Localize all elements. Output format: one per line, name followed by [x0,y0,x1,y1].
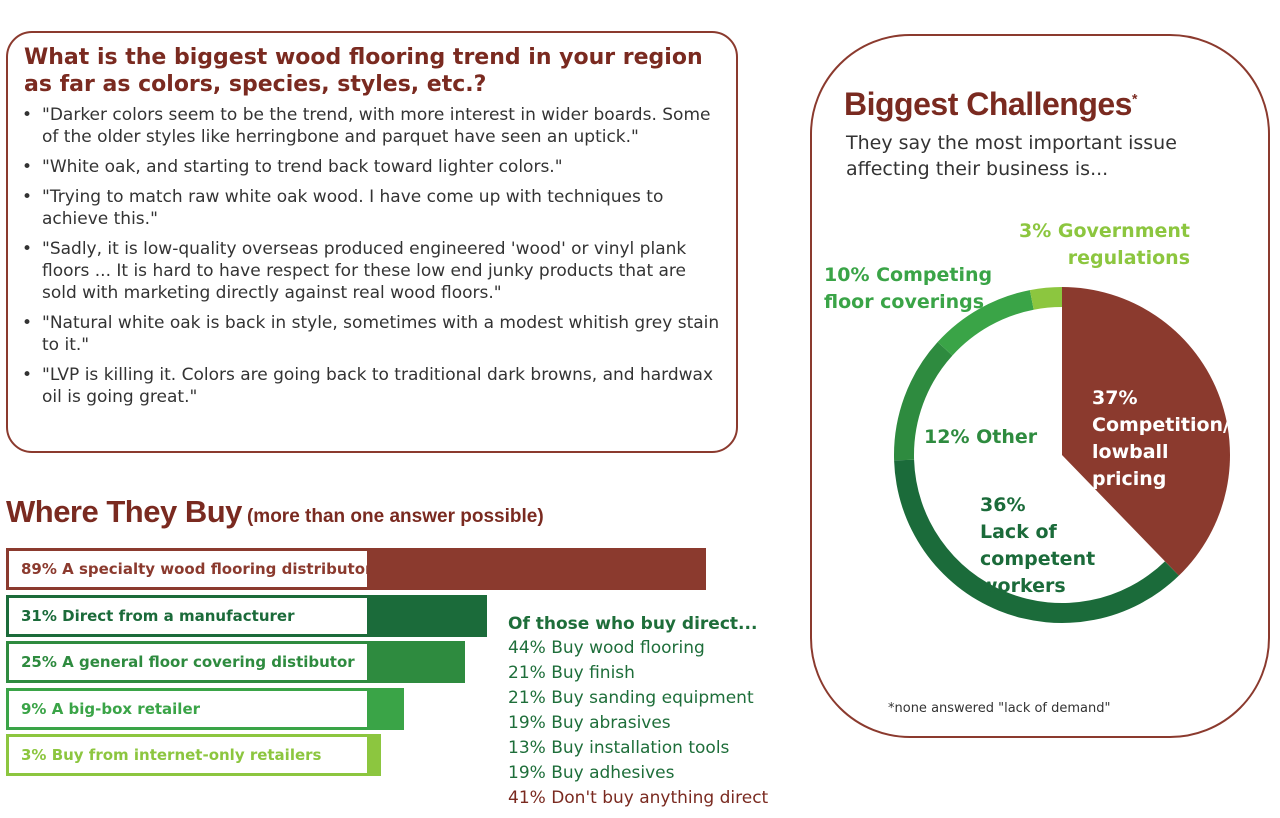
challenges-title: Biggest Challenges* [844,86,1137,123]
list-item: 19% Buy abrasives [508,713,671,733]
list-item: • "Darker colors seem to be the trend, wi… [20,104,720,148]
buy-direct-breakdown: Of those who buy direct... 44% Buy wood … [508,612,828,811]
list-item: 21% Buy finish [508,663,635,683]
trend-quotes-box [6,31,738,453]
bullet-icon: • [22,313,33,333]
bullet-icon: • [22,365,33,385]
bullet-icon: • [22,187,33,207]
quote-text: "Natural white oak is back in style, som… [42,313,720,355]
where-buy-subtitle: (more than one answer possible) [246,506,544,527]
challenges-subtitle: They say the most important issue affect… [846,132,1177,180]
buy-direct-list: 44% Buy wood flooring 21% Buy finish 21%… [508,636,828,811]
challenges-box [810,34,1270,738]
challenges-title-text: Biggest Challenges [844,86,1132,122]
list-item: • "Natural white oak is back in style, so… [20,312,720,356]
quote-text: "White oak, and starting to trend back t… [42,157,563,177]
list-item: 19% Buy adhesives [508,763,675,783]
list-item: 41% Don't buy anything direct [508,788,769,808]
buy-direct-title: Of those who buy direct... [508,614,758,634]
where-buy-title: Where They Buy [6,494,242,529]
list-item: • "Sadly, it is low-quality overseas prod… [20,238,720,304]
trend-quotes-list: • "Darker colors seem to be the trend, wi… [20,104,720,416]
bar-label: 89% A specialty wood flooring distributo… [6,548,370,590]
bullet-icon: • [22,239,33,259]
bar [370,641,465,683]
bar-label: 3% Buy from internet-only retailers [6,734,370,776]
quote-text: "Darker colors seem to be the trend, wit… [42,105,711,147]
bar-label: 9% A big-box retailer [6,687,370,730]
footnote-mark: * [1131,90,1137,107]
bullet-icon: • [22,105,33,125]
quote-text: "LVP is killing it. Colors are going bac… [42,365,714,407]
bar-label: 31% Direct from a manufacturer [6,594,370,637]
list-item: • "White oak, and starting to trend back … [20,156,720,178]
list-item: 13% Buy installation tools [508,738,730,758]
quote-text: "Sadly, it is low-quality overseas produ… [42,239,687,303]
list-item: 44% Buy wood flooring [508,638,705,658]
where-buy-heading: Where They Buy (more than one answer pos… [6,494,544,530]
bar [370,734,382,776]
bar [370,548,707,590]
list-item: 21% Buy sanding equipment [508,688,754,708]
trend-question: What is the biggest wood flooring trend … [24,45,703,97]
challenges-footnote: *none answered "lack of demand" [888,701,1111,716]
list-item: • "LVP is killing it. Colors are going ba… [20,364,720,408]
bar [370,594,488,637]
list-item: • "Trying to match raw white oak wood. I … [20,186,720,230]
bar [370,687,405,730]
quote-text: "Trying to match raw white oak wood. I h… [42,187,664,229]
bullet-icon: • [22,157,33,177]
bar-label: 25% A general floor covering distibutor [6,641,370,683]
